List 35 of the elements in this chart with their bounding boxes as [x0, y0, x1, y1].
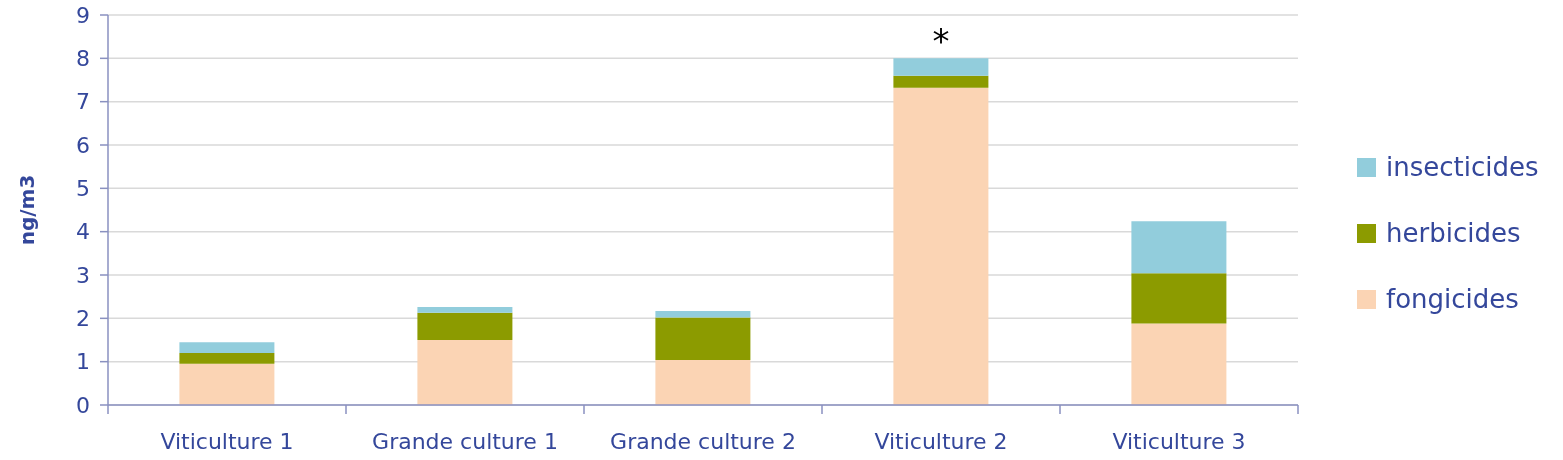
annotation: * [932, 21, 950, 62]
bar [417, 312, 513, 340]
bar [1131, 273, 1227, 324]
x-tick-label: Viticulture 3 [1112, 429, 1246, 454]
bar [655, 310, 751, 318]
bar [655, 317, 751, 360]
y-tick-label: 0 [76, 392, 90, 418]
x-tick-label: Viticulture 1 [160, 429, 294, 454]
bar [179, 353, 275, 364]
x-tick-label: Grande culture 2 [610, 429, 796, 454]
bar [417, 340, 513, 405]
y-tick-label: 1 [76, 349, 90, 375]
y-tick-label: 5 [76, 176, 90, 202]
y-tick-label: 4 [76, 219, 90, 245]
bar [893, 58, 989, 76]
y-tick-label: 8 [76, 46, 90, 72]
y-tick-label: 7 [76, 89, 90, 115]
bar [1131, 323, 1227, 405]
legend-label: fongicides [1386, 284, 1519, 314]
bar [655, 359, 751, 405]
y-axis-title: ng/m3 [15, 174, 39, 246]
legend-label: insecticides [1386, 152, 1539, 182]
y-tick-label: 9 [76, 2, 90, 28]
legend-label: herbicides [1386, 218, 1521, 248]
y-tick-label: 6 [76, 132, 90, 158]
bar [417, 307, 513, 313]
bar [179, 342, 275, 353]
y-tick-label: 2 [76, 306, 90, 332]
x-tick-label: Viticulture 2 [874, 429, 1008, 454]
bar [1131, 221, 1227, 274]
x-tick-label: Grande culture 1 [372, 429, 558, 454]
bar [893, 87, 989, 405]
bar [893, 75, 989, 88]
bar [179, 363, 275, 405]
y-tick-label: 3 [76, 262, 90, 288]
